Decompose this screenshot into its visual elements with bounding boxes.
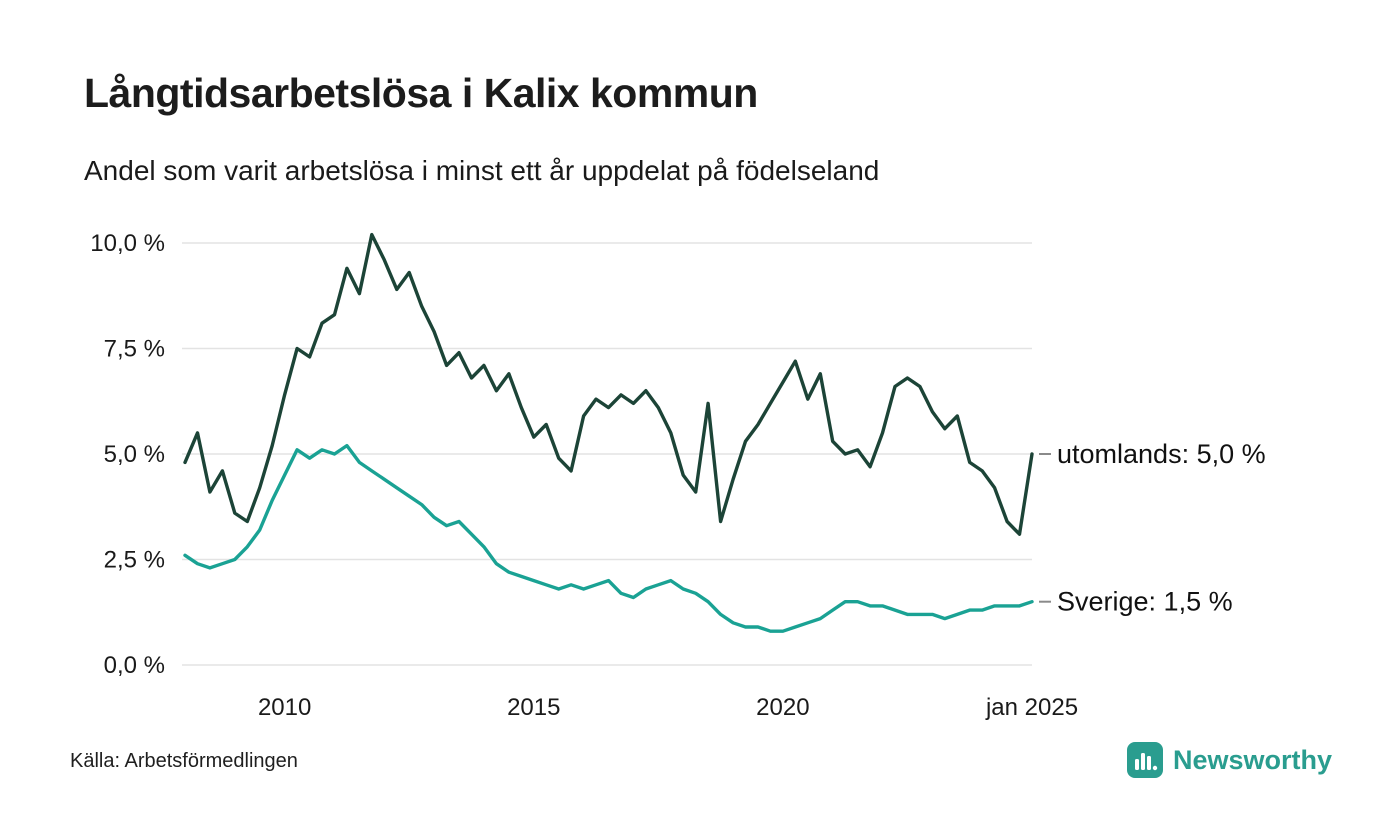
newsworthy-logo: Newsworthy (1126, 742, 1332, 778)
y-tick-label: 10,0 % (90, 230, 165, 257)
y-tick-label: 5,0 % (104, 441, 165, 468)
page-subtitle: Andel som varit arbetslösa i minst ett å… (84, 155, 880, 186)
series-end-label-Sverige: Sverige: 1,5 % (1057, 587, 1233, 617)
y-tick-label: 7,5 % (104, 336, 165, 363)
series-end-label-utomlands: utomlands: 5,0 % (1057, 439, 1266, 469)
y-tick-label: 0,0 % (104, 652, 165, 679)
x-tick-label: 2015 (507, 694, 560, 721)
series-utomlands (183, 232, 1034, 536)
y-tick-label: 2,5 % (104, 547, 165, 574)
bar-chart-icon (1126, 742, 1163, 778)
series-Sverige (183, 443, 1034, 633)
source-note: Källa: Arbetsförmedlingen (70, 750, 298, 772)
logo-text: Newsworthy (1172, 744, 1332, 775)
x-tick-label: jan 2025 (985, 694, 1078, 721)
x-tick-label: 2010 (258, 694, 311, 721)
x-tick-label: 2020 (756, 694, 809, 721)
page-title: Långtidsarbetslösa i Kalix kommun (84, 70, 758, 116)
